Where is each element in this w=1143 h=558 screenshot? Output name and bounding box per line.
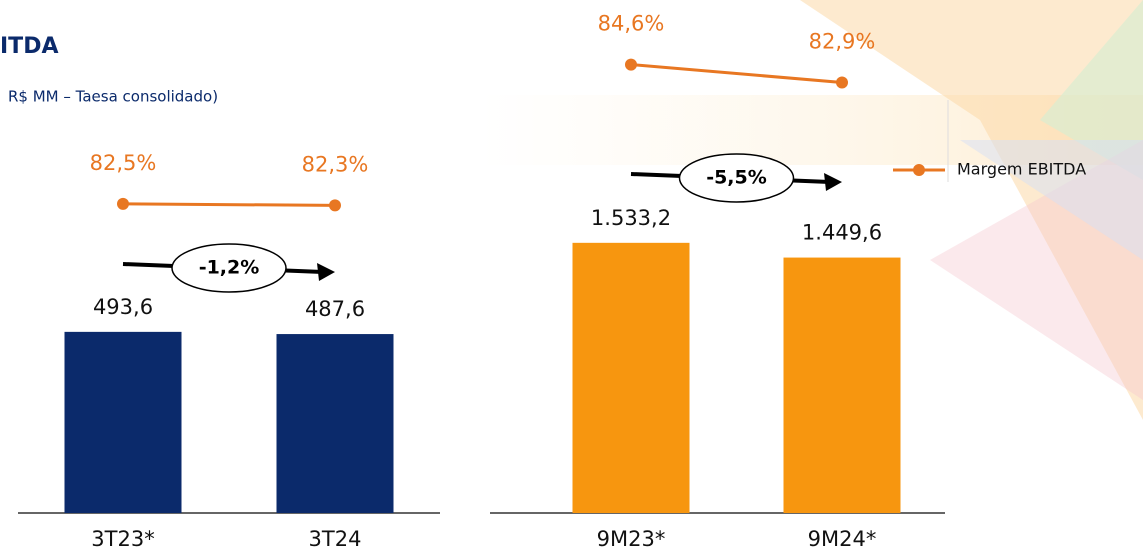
change-arrowhead: [317, 263, 335, 281]
bar: [276, 334, 394, 513]
margin-label: 82,3%: [302, 152, 369, 176]
bar-value-label: 487,6: [305, 297, 365, 321]
x-tick-label: 3T24: [309, 527, 362, 551]
bar-value-label: 493,6: [93, 295, 153, 319]
margin-line: [122, 202, 336, 207]
change-arrowhead: [824, 173, 842, 191]
bar: [572, 242, 690, 514]
margin-point: [117, 197, 129, 210]
chart-title: ITDA: [0, 34, 58, 59]
bar: [783, 257, 901, 513]
margin-point: [836, 76, 848, 89]
margin-point: [329, 199, 341, 212]
change-label: -1,2%: [199, 257, 260, 279]
change-bubble: [171, 243, 287, 293]
change-bubble: [678, 153, 795, 203]
margin-label: 82,9%: [809, 29, 876, 53]
margin-line: [630, 63, 843, 84]
margin-label: 82,5%: [90, 151, 157, 175]
legend-marker: [913, 164, 925, 176]
bar-value-label: 1.449,6: [802, 221, 882, 245]
legend-label: Margem EBITDA: [957, 160, 1086, 179]
margin-label: 84,6%: [598, 12, 665, 36]
background-decor: [480, 0, 1143, 420]
x-tick-label: 3T23*: [91, 527, 154, 551]
chart-subtitle: R$ MM – Taesa consolidado): [8, 88, 218, 106]
margin-point: [625, 58, 637, 71]
x-tick-label: 9M23*: [597, 527, 666, 551]
bar: [64, 331, 182, 513]
bar-value-label: 1.533,2: [591, 206, 671, 230]
x-tick-label: 9M24*: [808, 527, 877, 551]
change-label: -5,5%: [706, 167, 767, 189]
